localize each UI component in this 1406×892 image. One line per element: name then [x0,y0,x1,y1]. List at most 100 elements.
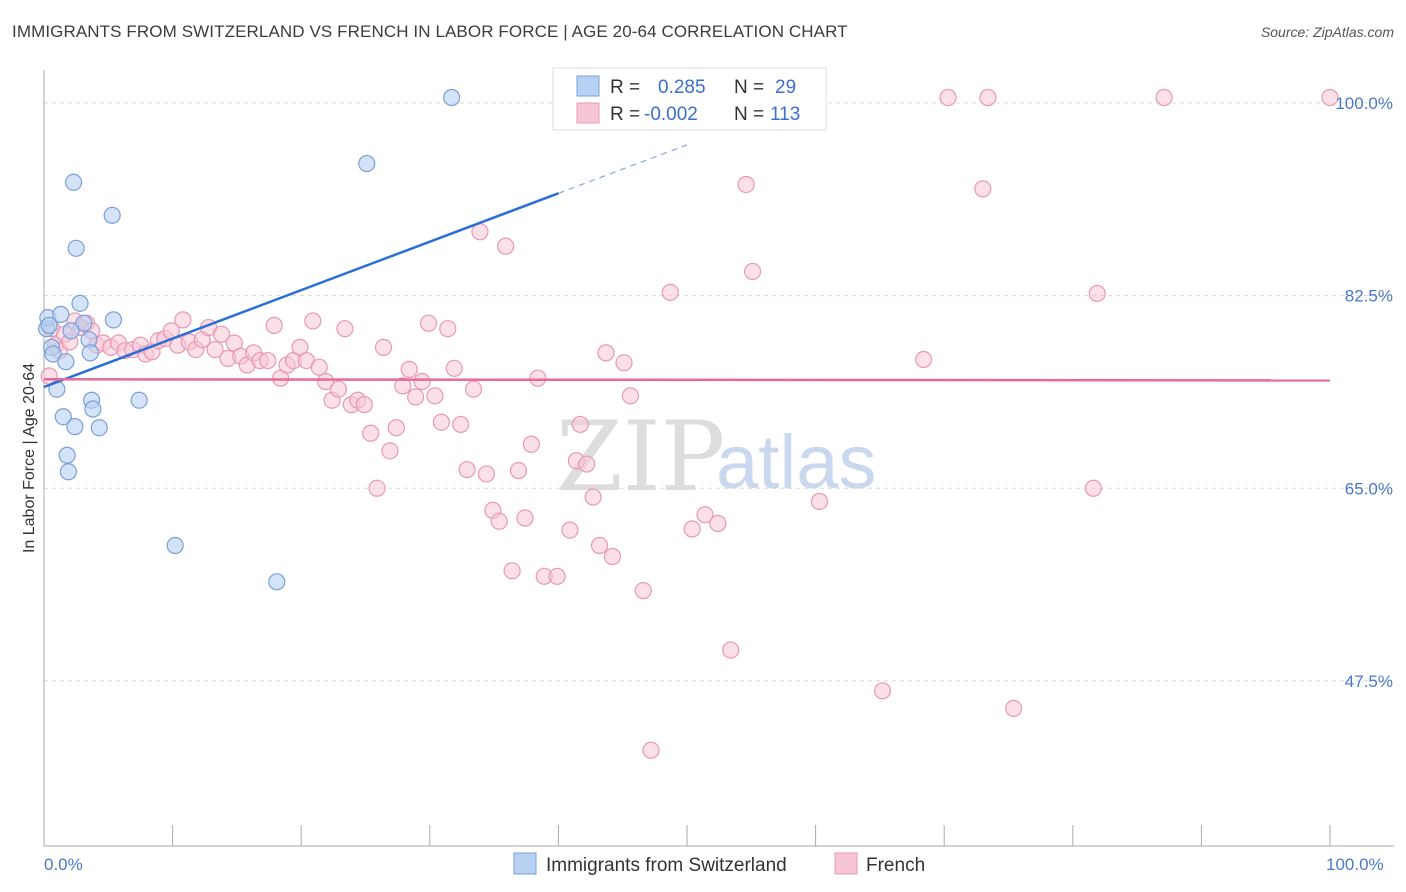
point-french-60 [413,372,431,391]
point-french-48 [336,320,354,338]
point-french-89 [615,354,633,372]
point-french-68 [464,380,483,398]
stats-legend: R = 0.285 N = 29 R = -0.002 N = 113 [552,67,827,131]
point-french-111 [1155,88,1173,107]
axes [43,70,1394,847]
trend-switzerland [43,192,559,389]
series-french-points [40,87,1339,759]
point-french-29 [212,325,231,343]
point-switzerland-6 [52,305,70,323]
point-switzerland-19 [84,400,102,418]
point-french-103 [873,682,892,700]
point-french-87 [597,344,615,362]
point-switzerland-11 [64,173,83,191]
point-french-72 [490,512,508,530]
point-french-90 [621,387,640,405]
trend-french [43,378,1331,382]
bottom-legend-label-2: French [866,855,925,876]
bottom-legend-label-1: Immigrants from Switzerland [546,855,787,876]
point-french-44 [310,358,328,376]
point-french-105 [939,88,957,107]
trend-switzerland-extension [558,144,688,194]
point-switzerland-12 [66,418,84,436]
point-french-53 [368,479,386,497]
point-french-102 [810,492,829,511]
point-french-109 [1084,479,1102,497]
legend-r-value-2: -0.002 [644,104,698,125]
point-switzerland-14 [71,294,89,312]
point-switzerland-23 [130,391,148,409]
point-french-56 [387,419,405,437]
legend-r-label-1: R = [610,77,640,98]
legend-n-value-2: 113 [770,104,800,125]
point-switzerland-13 [67,239,85,257]
point-french-99 [737,175,755,194]
point-switzerland-21 [103,206,121,224]
point-switzerland-10 [59,463,78,481]
point-french-67 [458,460,476,479]
point-french-57 [394,377,412,395]
point-french-98 [722,641,740,659]
point-french-55 [381,442,399,460]
point-french-43 [304,312,322,330]
point-french-94 [661,283,679,301]
point-french-73 [497,237,515,255]
point-french-110 [1088,284,1106,303]
y-tick-label-2: 82.5% [1345,287,1393,306]
point-french-58 [400,360,418,378]
point-switzerland-27 [443,88,461,107]
y-tick-label-3: 100.0% [1335,94,1393,113]
point-french-104 [915,350,933,369]
point-french-83 [571,415,589,434]
point-french-47 [329,380,348,398]
y-tick-label-0: 47.5% [1345,672,1393,691]
point-french-51 [355,396,373,414]
point-french-95 [683,520,701,538]
y-tick-labels: 47.5% 65.0% 82.5% 100.0% [1335,94,1393,691]
point-french-86 [590,536,609,555]
point-french-59 [407,388,425,406]
point-french-36 [259,351,277,370]
point-french-45 [317,372,335,391]
point-french-62 [426,387,444,405]
grid-lines [44,102,1394,682]
bottom-legend-swatch-blue [513,852,537,875]
point-french-63 [432,413,450,431]
point-switzerland-2 [40,316,58,334]
point-french-37 [265,316,283,334]
point-french-85 [584,488,602,506]
series-legend: Immigrants from Switzerland French [513,852,925,876]
point-french-93 [642,741,660,759]
legend-n-label-2: N = [734,104,764,125]
point-switzerland-15 [75,314,93,332]
legend-r-label-2: R = [610,104,640,125]
point-switzerland-7 [54,408,72,426]
point-switzerland-22 [104,311,123,329]
point-french-61 [419,314,438,332]
x-tick-label-max: 100.0% [1326,855,1384,874]
point-switzerland-9 [58,446,76,464]
point-french-74 [503,562,521,580]
legend-n-value-1: 29 [775,77,796,98]
point-switzerland-26 [358,154,376,173]
point-switzerland-20 [90,419,108,437]
point-switzerland-17 [81,344,99,362]
point-french-66 [452,415,470,434]
y-axis-label: In Labor Force | Age 20-64 [21,363,38,553]
point-switzerland-28 [62,322,80,340]
y-tick-label-1: 65.0% [1345,479,1393,498]
chart-title: IMMIGRANTS FROM SWITZERLAND VS FRENCH IN… [12,22,848,41]
point-french-76 [516,509,534,527]
point-french-78 [529,369,547,387]
point-french-28 [206,340,224,359]
point-french-84 [578,455,596,473]
trend-lines [43,144,1331,389]
point-french-96 [696,506,714,524]
point-french-23 [174,311,192,329]
point-french-54 [374,338,393,356]
point-switzerland-25 [268,573,286,591]
legend-swatch-pink [576,102,600,124]
point-french-88 [603,547,622,566]
legend-n-label-1: N = [734,77,764,98]
point-french-106 [974,180,992,198]
